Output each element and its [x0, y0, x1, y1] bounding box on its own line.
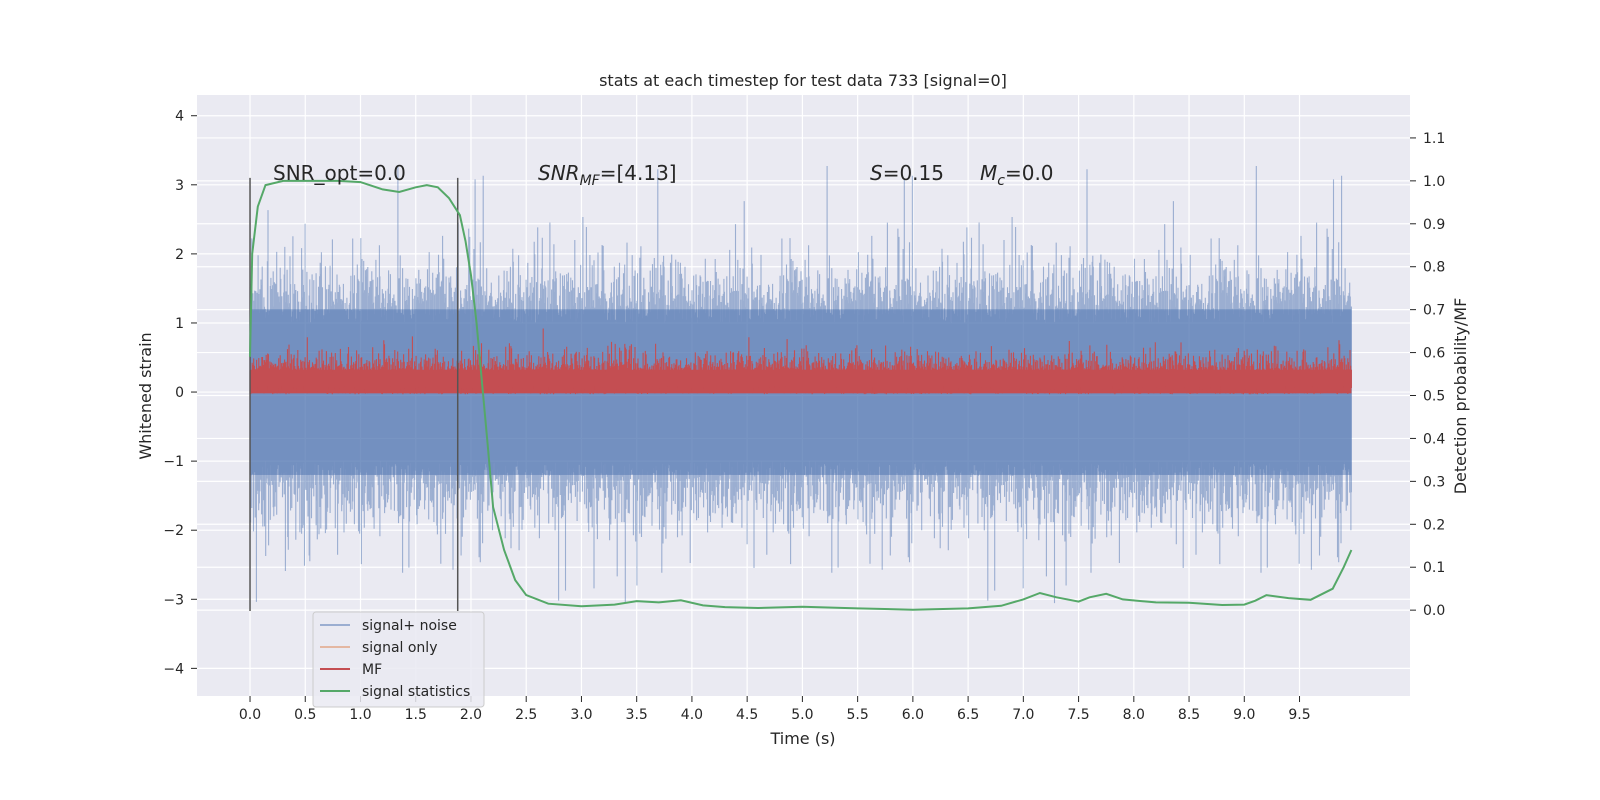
x-tick-label: 1.0 — [349, 707, 371, 723]
y-tick-label: 2 — [175, 247, 184, 263]
x-tick-label: 1.5 — [405, 707, 427, 723]
x-tick-label: 8.5 — [1178, 707, 1200, 723]
y-right-tick-label: 0.9 — [1423, 217, 1445, 233]
y-right-tick-label: 1.0 — [1423, 174, 1445, 190]
legend-label-mf: MF — [362, 662, 382, 678]
legend-box — [312, 611, 485, 708]
y-right-tick-label: 0.5 — [1423, 389, 1445, 405]
annotation-snr-opt: SNR_opt=0.0 — [273, 161, 406, 185]
x-axis-label: Time (s) — [769, 729, 835, 748]
y-right-tick-label: 0.3 — [1423, 474, 1445, 490]
x-tick-label: 5.5 — [846, 707, 868, 723]
y-tick-label: 1 — [175, 316, 184, 332]
y-right-tick-label: 0.8 — [1423, 260, 1445, 276]
legend-label-signal-noise: signal+ noise — [362, 618, 457, 634]
y-tick-label: 0 — [175, 385, 184, 401]
y-right-tick-label: 1.1 — [1423, 131, 1445, 147]
annotation-mc: Mc=0.0 — [980, 161, 1054, 189]
y-right-axis-ticks: 1.1 1.0 0.9 0.8 0.7 0.6 0.5 0.4 0.3 0.2 0.1 0.0 — [1410, 131, 1445, 619]
y-right-tick-label: 0.7 — [1423, 303, 1445, 319]
x-tick-label: 8.0 — [1123, 707, 1145, 723]
y-right-tick-label: 0.1 — [1423, 560, 1445, 576]
x-tick-label: 0.0 — [239, 707, 261, 723]
signal-statistics-line — [249, 179, 1353, 611]
x-tick-label: 2.5 — [515, 707, 537, 723]
signal-statistics-series — [249, 179, 1353, 611]
annotation-snr-mf: SNRMF=[4.13] — [538, 161, 677, 189]
y-right-tick-label: 0.6 — [1423, 346, 1445, 362]
y-tick-label: −3 — [163, 592, 184, 608]
x-tick-label: 5.0 — [791, 707, 813, 723]
x-tick-label: 9.0 — [1233, 707, 1255, 723]
annotation-s: S=0.15 — [870, 161, 944, 185]
y-tick-label: 4 — [175, 109, 184, 125]
x-tick-label: 4.5 — [736, 707, 758, 723]
x-tick-label: 6.0 — [902, 707, 924, 723]
y-tick-label: −4 — [163, 661, 184, 677]
y-right-tick-label: 0.4 — [1423, 431, 1445, 447]
legend-label-signal-statistics: signal statistics — [362, 684, 470, 700]
y-tick-label: 3 — [175, 178, 184, 194]
legend: signal+ noise signal only MF signal stat… — [312, 611, 485, 708]
mf-series — [249, 328, 1352, 395]
y-right-axis-label: Detection probability/MF — [1451, 298, 1470, 495]
chart-title: stats at each timestep for test data 733… — [599, 71, 1007, 90]
x-tick-label: 3.0 — [570, 707, 592, 723]
y-tick-label: −1 — [163, 454, 184, 470]
x-tick-label: 9.5 — [1288, 707, 1310, 723]
vertical-markers — [249, 177, 459, 612]
legend-label-signal-only: signal only — [362, 640, 437, 656]
x-tick-label: 2.0 — [460, 707, 482, 723]
x-tick-label: 0.5 — [294, 707, 316, 723]
x-tick-label: 7.5 — [1067, 707, 1089, 723]
y-right-tick-label: 0.0 — [1423, 603, 1445, 619]
y-axis-ticks: 4 3 2 1 0 −1 −2 −3 −4 — [163, 109, 197, 677]
y-tick-label: −2 — [163, 523, 184, 539]
x-tick-label: 3.5 — [626, 707, 648, 723]
x-tick-label: 6.5 — [957, 707, 979, 723]
x-tick-label: 7.0 — [1012, 707, 1034, 723]
y-axis-label: Whitened strain — [136, 332, 155, 459]
x-axis-ticks: 0.0 0.5 1.0 1.5 2.0 2.5 3.0 3.5 4.0 4.5 5.0 5.5 6.0 6… — [239, 696, 1311, 723]
y-right-tick-label: 0.2 — [1423, 517, 1445, 533]
x-tick-label: 4.0 — [681, 707, 703, 723]
